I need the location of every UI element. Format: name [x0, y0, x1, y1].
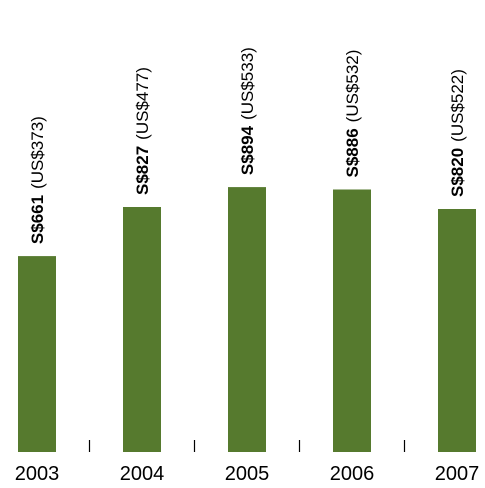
x-tick-label-2003: 2003: [15, 463, 60, 485]
bar-2005: [228, 187, 266, 452]
x-tick-label-2005: 2005: [225, 463, 270, 485]
bar-value-label-2003: S$661(US$373): [28, 116, 47, 244]
bar-2007: [438, 209, 476, 452]
bar-2006: [333, 189, 371, 452]
bar-2004: [123, 207, 161, 452]
x-tick-label-2006: 2006: [330, 463, 375, 485]
bar-2003: [18, 256, 56, 452]
x-tick-label-2007: 2007: [435, 463, 480, 485]
x-tick-label-2004: 2004: [120, 463, 165, 485]
bar-value-label-2005: S$894(US$533): [238, 47, 257, 175]
bar-value-label-2006: S$886(US$532): [343, 50, 362, 178]
bar-value-label-2007: S$820(US$522): [448, 69, 467, 197]
bar-value-label-2004: S$827(US$477): [133, 67, 152, 195]
